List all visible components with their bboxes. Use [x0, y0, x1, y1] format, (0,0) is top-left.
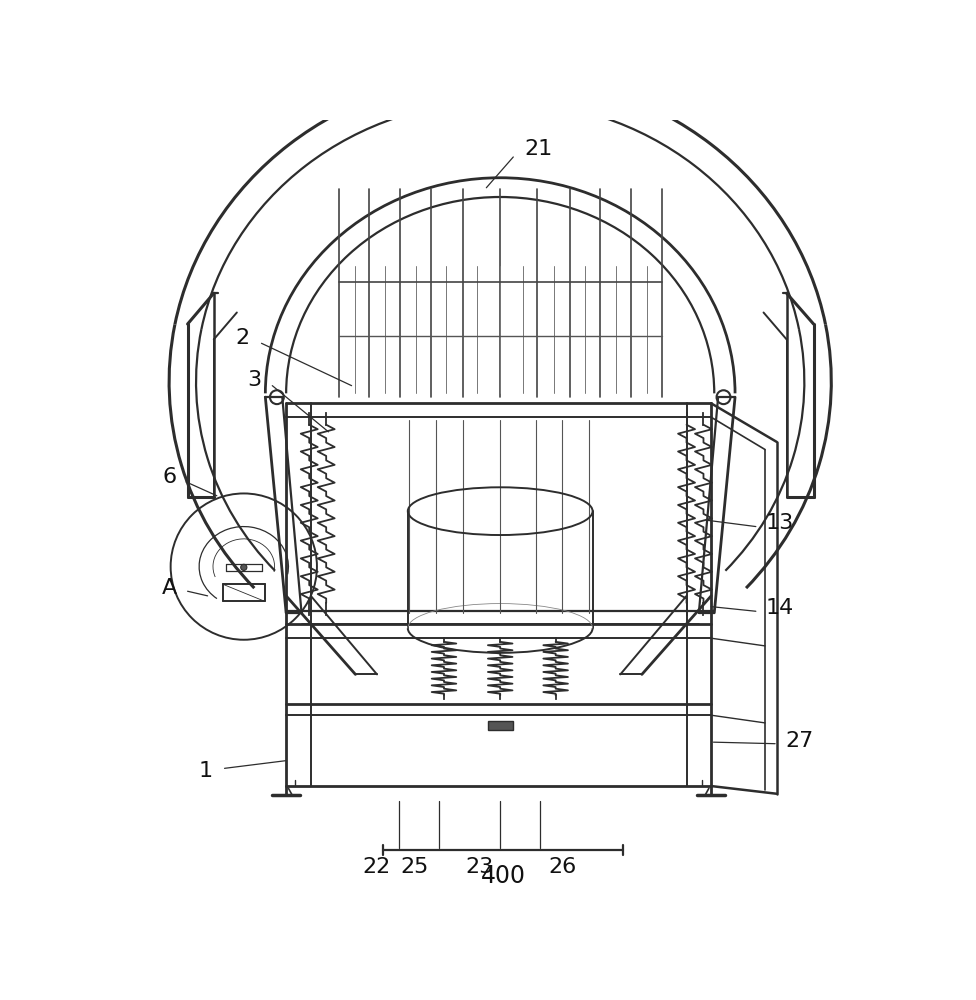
- Text: 2: 2: [235, 328, 249, 348]
- Text: 26: 26: [548, 857, 576, 877]
- Text: 6: 6: [163, 467, 177, 487]
- Bar: [488, 721, 512, 730]
- Text: 21: 21: [525, 139, 553, 159]
- Text: 14: 14: [765, 598, 793, 618]
- Text: 1: 1: [199, 761, 213, 781]
- Circle shape: [241, 564, 247, 570]
- Text: 23: 23: [466, 857, 494, 877]
- Text: 22: 22: [363, 857, 390, 877]
- Text: 25: 25: [400, 857, 428, 877]
- Text: A: A: [162, 578, 177, 598]
- Text: 27: 27: [785, 731, 813, 751]
- Text: 13: 13: [765, 513, 793, 533]
- Text: 3: 3: [247, 370, 262, 390]
- Text: 400: 400: [481, 864, 526, 888]
